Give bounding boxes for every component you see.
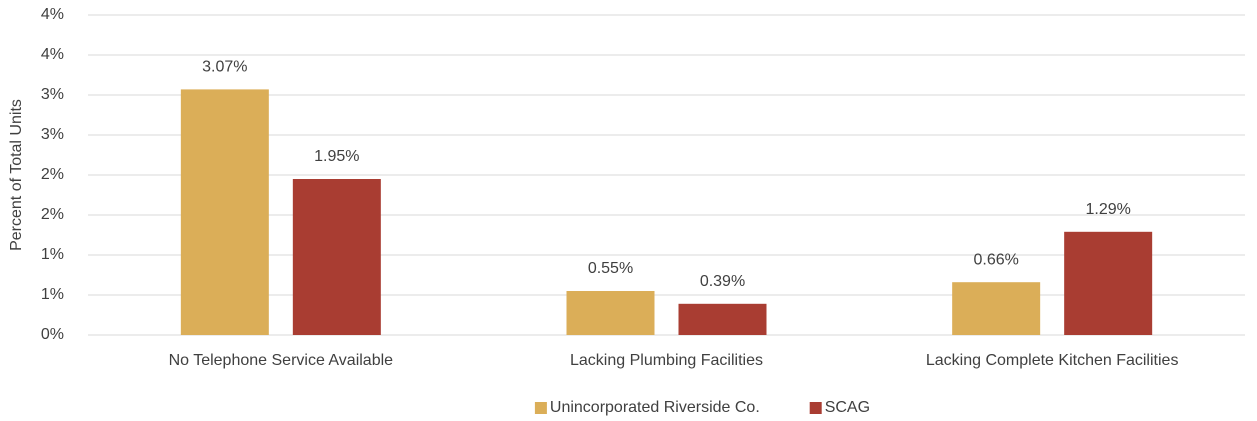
y-tick-label: 1% bbox=[41, 286, 64, 303]
y-tick-label: 2% bbox=[41, 206, 64, 223]
y-tick-label: 2% bbox=[41, 166, 64, 183]
y-tick-label: 0% bbox=[41, 326, 64, 343]
x-tick-label: No Telephone Service Available bbox=[169, 352, 394, 369]
data-label: 3.07% bbox=[202, 59, 247, 76]
data-label: 0.55% bbox=[588, 260, 633, 277]
data-label: 0.39% bbox=[700, 273, 745, 290]
y-tick-label: 4% bbox=[41, 6, 64, 23]
y-tick-label: 4% bbox=[41, 46, 64, 63]
legend-label: SCAG bbox=[825, 399, 870, 416]
legend-swatch bbox=[809, 402, 822, 414]
y-tick-label: 1% bbox=[41, 246, 64, 263]
data-label: 1.29% bbox=[1085, 201, 1130, 218]
bar bbox=[952, 282, 1041, 335]
y-tick-label: 3% bbox=[41, 126, 64, 143]
y-axis-label: Percent of Total Units bbox=[8, 99, 25, 251]
data-label: 1.95% bbox=[314, 148, 359, 165]
legend-swatch bbox=[534, 402, 547, 414]
bar bbox=[292, 179, 381, 335]
bar bbox=[678, 303, 767, 335]
y-tick-label: 3% bbox=[41, 86, 64, 103]
x-tick-label: Lacking Complete Kitchen Facilities bbox=[926, 352, 1179, 369]
data-label: 0.66% bbox=[973, 251, 1018, 268]
legend-label: Unincorporated Riverside Co. bbox=[550, 399, 760, 416]
bar bbox=[180, 89, 269, 336]
x-tick-label: Lacking Plumbing Facilities bbox=[570, 352, 763, 369]
bar bbox=[1064, 231, 1153, 335]
bar bbox=[566, 291, 655, 335]
